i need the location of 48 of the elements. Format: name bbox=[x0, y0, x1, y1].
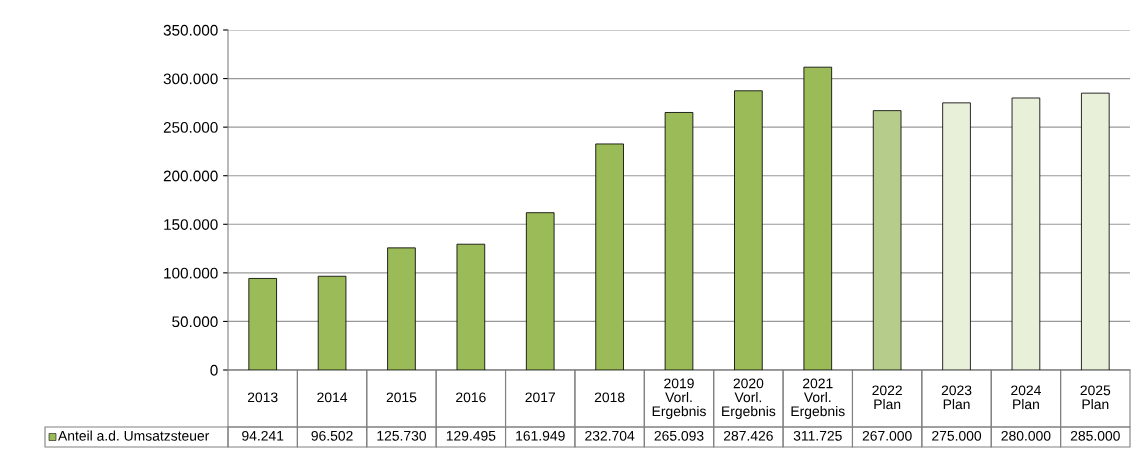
y-tick-label: 200.000 bbox=[163, 170, 218, 182]
x-tick-label: 2013 bbox=[247, 392, 278, 403]
x-tick-label: 2019 Vorl. Ergebnis bbox=[652, 378, 706, 419]
data-label: 267.000 bbox=[862, 430, 912, 441]
bar bbox=[456, 243, 486, 370]
bar bbox=[525, 212, 555, 370]
data-label: 311.725 bbox=[793, 430, 842, 441]
data-label: 265.093 bbox=[654, 430, 704, 441]
y-tick-label: 0 bbox=[210, 364, 218, 376]
bar bbox=[248, 278, 277, 370]
bar bbox=[872, 110, 902, 370]
y-tick-label: 250.000 bbox=[163, 122, 218, 133]
x-tick-label: 2021 Vorl. Ergebnis bbox=[791, 378, 845, 419]
x-tick-label: 2023 Plan bbox=[941, 385, 972, 410]
data-label: 275.000 bbox=[932, 430, 982, 441]
x-tick-label: 2017 bbox=[525, 392, 555, 403]
x-tick-label: 2014 bbox=[317, 392, 348, 403]
y-tick-label: 50.000 bbox=[172, 316, 218, 328]
data-label: 232.704 bbox=[585, 430, 635, 441]
y-tick-label: 150.000 bbox=[164, 219, 218, 230]
data-label: 94.241 bbox=[242, 430, 284, 441]
bar bbox=[317, 275, 347, 370]
data-label: 96.502 bbox=[311, 430, 353, 441]
bar bbox=[803, 66, 833, 370]
y-tick-label: 100.000 bbox=[164, 267, 218, 279]
bar bbox=[942, 102, 971, 370]
x-tick-label: 2024 Plan bbox=[1011, 385, 1041, 410]
bar bbox=[664, 112, 694, 370]
x-tick-label: 2015 bbox=[386, 392, 417, 403]
x-tick-label: 2022 Plan bbox=[872, 385, 902, 410]
x-tick-label: 2018 bbox=[594, 392, 625, 403]
data-label: 287.426 bbox=[723, 430, 773, 441]
bar bbox=[1081, 92, 1110, 370]
data-label: 285.000 bbox=[1070, 430, 1120, 441]
y-tick-label: 350.000 bbox=[163, 24, 218, 36]
data-label: 280.000 bbox=[1001, 430, 1051, 441]
bar bbox=[1011, 97, 1041, 370]
x-tick-label: 2020 Vorl. Ergebnis bbox=[722, 378, 776, 419]
y-tick-label: 300.000 bbox=[163, 73, 218, 85]
x-tick-label: 2025 Plan bbox=[1080, 385, 1111, 410]
bar bbox=[734, 90, 763, 370]
legend-label: Anteil a.d. Umsatzsteuer bbox=[58, 430, 210, 441]
data-label: 129.495 bbox=[446, 430, 496, 441]
x-tick-label: 2016 bbox=[456, 392, 486, 403]
bar bbox=[387, 247, 416, 370]
data-label: 161.949 bbox=[516, 430, 565, 441]
data-label: 125.730 bbox=[377, 430, 427, 441]
bar bbox=[595, 143, 624, 370]
